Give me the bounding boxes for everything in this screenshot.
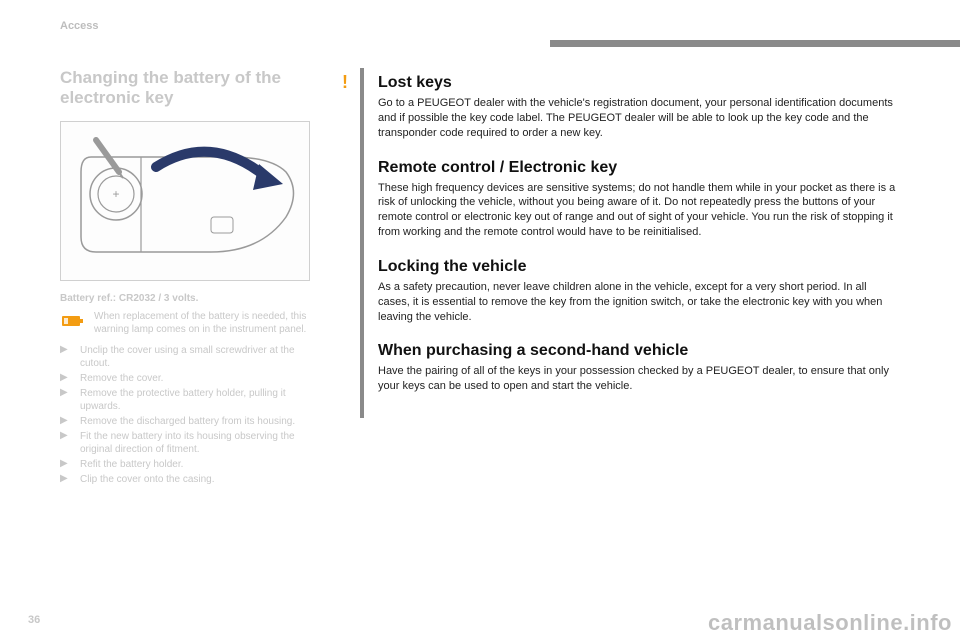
key-illustration: + [61,122,310,281]
heading-secondhand: When purchasing a second-hand vehicle [378,342,900,360]
svg-text:+: + [112,187,119,201]
list-item: ▶ Unclip the cover using a small screwdri… [60,344,320,370]
bullet-icon: ▶ [60,430,70,456]
left-column: Changing the battery of the electronic k… [60,68,320,488]
step-text: Clip the cover onto the casing. [80,473,215,486]
para-secondhand: Have the pairing of all of the keys in y… [378,364,900,394]
list-item: ▶ Remove the cover. [60,372,320,385]
key-battery-figure: + [60,121,310,281]
battery-ref: Battery ref.: CR2032 / 3 volts. [60,293,320,304]
bullet-icon: ▶ [60,344,70,370]
list-item: ▶ Refit the battery holder. [60,458,320,471]
para-locking: As a safety precaution, never leave chil… [378,280,900,325]
list-item: ▶ Fit the new battery into its housing ob… [60,430,320,456]
step-text: Refit the battery holder. [80,458,183,471]
warning-text: When replacement of the battery is neede… [94,310,320,336]
steps-list: ▶ Unclip the cover using a small screwdri… [60,344,320,486]
warning-block: When replacement of the battery is neede… [60,310,320,336]
bullet-icon: ▶ [60,387,70,413]
list-item: ▶ Remove the protective battery holder, p… [60,387,320,413]
heading-remote: Remote control / Electronic key [378,159,900,177]
exclamation-icon: ! [342,72,348,93]
para-lost-keys: Go to a PEUGEOT dealer with the vehicle'… [378,96,900,141]
bullet-icon: ▶ [60,458,70,471]
para-remote: These high frequency devices are sensiti… [378,181,900,240]
list-item: ▶ Remove the discharged battery from its … [60,415,320,428]
heading-locking: Locking the vehicle [378,258,900,276]
page-header: Access [60,20,960,40]
step-text: Fit the new battery into its housing obs… [80,430,320,456]
list-item: ▶ Clip the cover onto the casing. [60,473,320,486]
step-text: Unclip the cover using a small screwdriv… [80,344,320,370]
left-title: Changing the battery of the electronic k… [60,68,320,107]
step-text: Remove the protective battery holder, pu… [80,387,320,413]
watermark: carmanualsonline.info [708,610,952,636]
header-rule [550,40,960,47]
section-label: Access [60,20,960,32]
step-text: Remove the discharged battery from its h… [80,415,295,428]
bullet-icon: ▶ [60,372,70,385]
bullet-icon: ▶ [60,415,70,428]
page: Access Changing the battery of the elect… [0,0,960,640]
page-number: 36 [28,614,40,626]
heading-lost-keys: Lost keys [378,74,900,92]
right-column: ! Lost keys Go to a PEUGEOT dealer with … [360,68,900,418]
bullet-icon: ▶ [60,473,70,486]
battery-warning-icon [60,310,86,330]
step-text: Remove the cover. [80,372,163,385]
